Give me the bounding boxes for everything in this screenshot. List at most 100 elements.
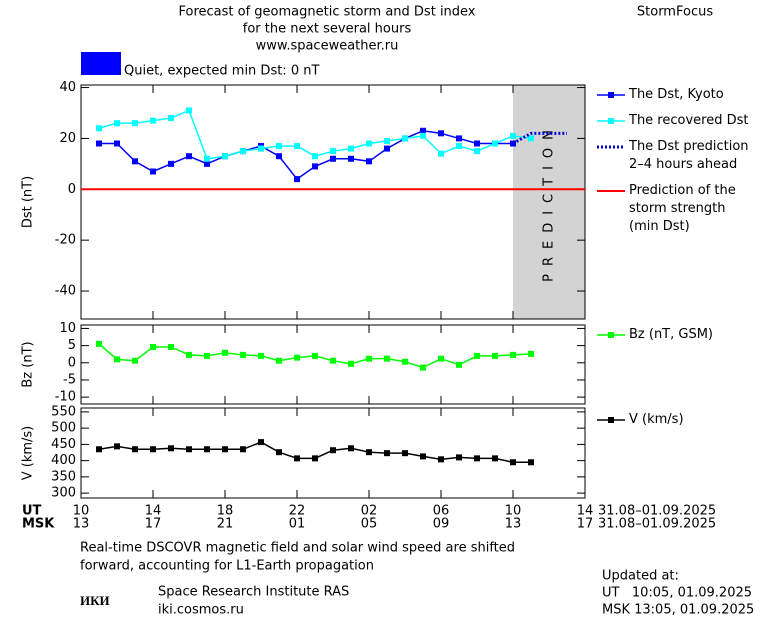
series-line bbox=[98, 109, 532, 160]
data-point bbox=[204, 160, 210, 167]
data-point bbox=[366, 158, 372, 165]
data-point bbox=[456, 143, 462, 150]
legend-label: The recovered Dst bbox=[629, 113, 749, 128]
data-point bbox=[474, 140, 480, 147]
data-point bbox=[96, 446, 102, 453]
legend-marker bbox=[608, 332, 614, 338]
data-point bbox=[348, 145, 354, 152]
data-point bbox=[276, 143, 282, 150]
y-tick-label: 5 bbox=[68, 338, 76, 353]
x-tick-label: 10 bbox=[73, 504, 90, 519]
updated-line: MSK 13:05, 01.09.2025 bbox=[602, 603, 754, 618]
data-point bbox=[402, 135, 408, 142]
data-point bbox=[438, 456, 444, 463]
x2-tick-label: 21 bbox=[217, 517, 234, 532]
date-range: 31.08–01.09.2025 bbox=[598, 517, 716, 532]
data-point bbox=[150, 168, 156, 175]
x-tick-label: 22 bbox=[289, 504, 306, 519]
y-tick-label: 0 bbox=[68, 182, 76, 197]
legend-label: Prediction of the storm strength (min Ds… bbox=[629, 183, 736, 234]
y-tick-label: -10 bbox=[55, 390, 76, 405]
data-point bbox=[510, 132, 516, 139]
data-point bbox=[384, 137, 390, 144]
data-point bbox=[96, 140, 102, 147]
data-point bbox=[186, 351, 192, 358]
y-axis-label: Dst (nT) bbox=[21, 176, 36, 228]
x-tick-label: 18 bbox=[217, 504, 234, 519]
data-point bbox=[402, 450, 408, 457]
data-point bbox=[456, 135, 462, 142]
data-point bbox=[312, 352, 318, 359]
site: iki.cosmos.ru bbox=[158, 603, 244, 618]
data-point bbox=[204, 155, 210, 162]
data-point bbox=[384, 145, 390, 152]
data-point bbox=[420, 453, 426, 460]
updated-line: UT 10:05, 01.09.2025 bbox=[602, 586, 752, 601]
y-tick-label: -20 bbox=[55, 233, 76, 248]
prediction-region bbox=[513, 85, 585, 319]
legend-label: The Dst prediction 2–4 hours ahead bbox=[629, 139, 749, 172]
data-point bbox=[132, 158, 138, 165]
legend-marker bbox=[608, 118, 614, 124]
data-point bbox=[186, 107, 192, 114]
legend-marker bbox=[608, 417, 614, 423]
legend-label: V (km/s) bbox=[629, 412, 684, 427]
x-tick-label: 02 bbox=[361, 504, 378, 519]
series-line bbox=[512, 131, 567, 145]
title-line: for the next several hours bbox=[243, 22, 412, 37]
data-point bbox=[294, 176, 300, 183]
title-line: www.spaceweather.ru bbox=[256, 39, 399, 54]
data-point bbox=[348, 445, 354, 452]
plot-frame bbox=[80, 84, 586, 320]
data-point bbox=[366, 140, 372, 147]
data-point bbox=[186, 153, 192, 160]
data-point bbox=[492, 455, 498, 462]
data-point bbox=[240, 446, 246, 453]
data-point bbox=[132, 446, 138, 453]
x-tick-label: 14 bbox=[577, 504, 594, 519]
date-range: 31.08–01.09.2025 bbox=[598, 504, 716, 519]
data-point bbox=[528, 350, 534, 357]
data-point bbox=[474, 352, 480, 359]
status-box bbox=[81, 52, 121, 75]
data-point bbox=[132, 120, 138, 127]
data-point bbox=[276, 449, 282, 456]
data-point bbox=[510, 459, 516, 466]
data-point bbox=[384, 355, 390, 362]
data-point bbox=[114, 120, 120, 127]
data-point bbox=[258, 352, 264, 359]
data-point bbox=[150, 117, 156, 124]
data-point bbox=[294, 143, 300, 150]
data-point bbox=[492, 140, 498, 147]
data-point bbox=[312, 153, 318, 160]
title-line: Forecast of geomagnetic storm and Dst in… bbox=[178, 5, 475, 20]
updated-line: Updated at: bbox=[602, 569, 679, 584]
y-tick-label: 400 bbox=[51, 453, 76, 468]
data-point bbox=[258, 439, 264, 446]
logo: ИКИ bbox=[80, 593, 110, 608]
plot-frame bbox=[80, 407, 586, 499]
x2-axis-label: MSK bbox=[22, 517, 55, 532]
data-point bbox=[150, 446, 156, 453]
data-point bbox=[222, 153, 228, 160]
x2-tick-label: 09 bbox=[433, 517, 450, 532]
x2-tick-label: 13 bbox=[505, 517, 522, 532]
status-text: Quiet, expected min Dst: 0 nT bbox=[124, 64, 319, 79]
data-point bbox=[402, 358, 408, 365]
data-point bbox=[96, 340, 102, 347]
data-point bbox=[294, 455, 300, 462]
x-tick-label: 06 bbox=[433, 504, 450, 519]
data-point bbox=[366, 355, 372, 362]
data-point bbox=[258, 145, 264, 152]
data-point bbox=[168, 160, 174, 167]
y-tick-label: 300 bbox=[51, 486, 76, 501]
data-point bbox=[294, 354, 300, 361]
x2-tick-label: 17 bbox=[145, 517, 162, 532]
data-point bbox=[96, 125, 102, 132]
y-tick-label: 20 bbox=[59, 131, 76, 146]
data-point bbox=[168, 445, 174, 452]
y-tick-label: 550 bbox=[51, 404, 76, 419]
y-tick-label: 40 bbox=[59, 80, 76, 95]
